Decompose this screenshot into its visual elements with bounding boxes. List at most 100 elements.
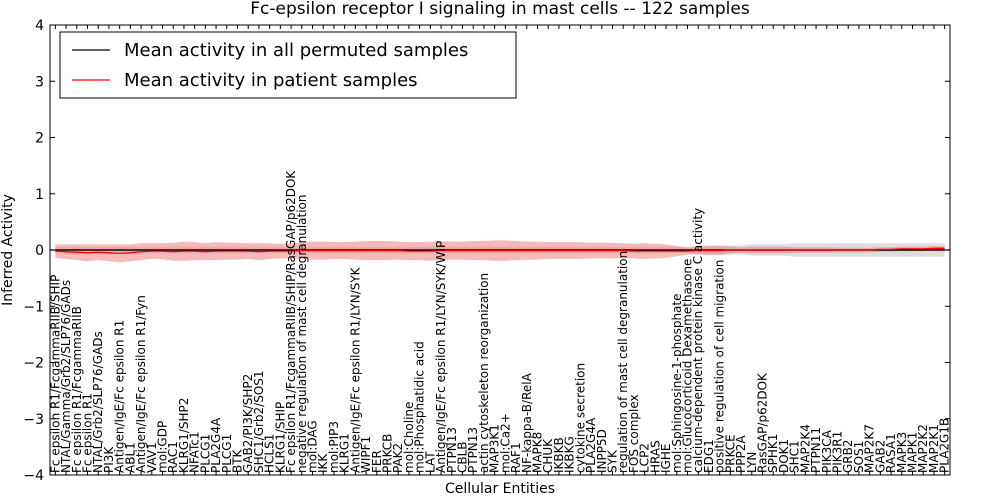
entity-label: Fc epsilon R1/FcgammaRIIB/SHIP xyxy=(48,275,62,473)
entity-label: RAF1 xyxy=(509,442,523,473)
entity-label: MAPK3 xyxy=(895,432,909,473)
entity-label: Fc epsilon R1/FcgammaRIIB xyxy=(70,306,84,473)
entity-label: RAC1 xyxy=(166,441,180,473)
entity-label: mol:PIP3 xyxy=(327,421,341,473)
y-tick-label: −1 xyxy=(23,299,44,315)
entity-label: RasGAP/p62DOK xyxy=(756,372,770,473)
entity-label: LAT xyxy=(423,451,437,473)
entity-label: actin cytoskeleton reorganization xyxy=(477,273,491,473)
entity-label: GAB2 xyxy=(873,440,887,473)
entity-label: IGHE xyxy=(659,444,673,473)
entity-label: mol:Sphingosine-1-phosphate xyxy=(670,294,684,474)
entity-label: GAB2/PI3K/SHP2 xyxy=(241,374,255,473)
entity-label: MAP2K1 xyxy=(927,424,941,473)
entity-label: positive regulation of cell migration xyxy=(713,260,727,473)
entity-label: MAPK8 xyxy=(531,432,545,473)
entity-label: PRKCE xyxy=(723,434,737,473)
entity-label: MAP2K7 xyxy=(863,424,877,473)
legend-label-patient: Mean activity in patient samples xyxy=(124,70,418,91)
y-axis: −4 −3 −2 −1 0 1 2 3 4 xyxy=(23,18,950,484)
x-axis-label: Cellular Entities xyxy=(445,481,555,497)
entity-label: SPHK1 xyxy=(766,434,780,473)
entity-label: KLRG1/SHIP xyxy=(273,402,287,473)
entity-label: Antigen/IgE/Fc epsilon R1/LYN/SYK/WIP xyxy=(434,241,448,473)
entity-label: PAK2 xyxy=(391,443,405,473)
legend: Mean activity in all permuted samples Me… xyxy=(59,31,517,99)
entity-label: PIK3CA xyxy=(820,429,834,473)
entity-label: NTAL/Gamma/Grb2/SLP76/GADs xyxy=(59,280,73,473)
y-tick-label: 4 xyxy=(35,18,44,34)
legend-label-permuted: Mean activity in all permuted samples xyxy=(124,40,468,61)
entity-label: NTAL/Grb2/SLP76/GADs xyxy=(91,331,105,473)
entity-label: mol:GDP xyxy=(156,421,170,473)
entity-label: SYK xyxy=(606,449,620,473)
entity-label: PIK3R1 xyxy=(831,431,845,473)
entity-label: SOS1 xyxy=(852,441,866,473)
entity-label: mol:Phosphatidic acid xyxy=(413,341,427,473)
y-tick-label: 3 xyxy=(35,74,44,90)
entity-label: MAP2K4 xyxy=(798,424,812,473)
entity-label: Antigen/IgE/Fc epsilon R1/LYN/SYK xyxy=(348,266,362,473)
entity-label: PTPN13 xyxy=(445,427,459,473)
entity-label: KLRG1 xyxy=(338,433,352,473)
entity-label: IKBKG xyxy=(563,436,577,473)
entity-label: cytokine secretion xyxy=(573,363,587,473)
entity-label: ABL1 xyxy=(123,442,137,473)
entity-label: Antigen/IgE/Fc epsilon R1/Fyn xyxy=(134,295,148,473)
plot-area xyxy=(50,240,950,263)
entity-label: MAPK1 xyxy=(906,432,920,473)
entity-label: negative regulation of mast cell degranu… xyxy=(295,194,309,473)
entity-label: PLCG1 xyxy=(198,434,212,473)
chart-title: Fc-epsilon receptor I signaling in mast … xyxy=(250,0,750,19)
entity-label: PTPN13 xyxy=(466,427,480,473)
entity-label: NFATc1 xyxy=(188,431,202,473)
y-tick-label: 2 xyxy=(35,131,44,147)
entity-label: PLCG1 xyxy=(220,434,234,473)
entity-label: RASA1 xyxy=(884,433,898,473)
y-tick-label: −4 xyxy=(23,468,44,484)
entity-label: HRAS xyxy=(648,440,662,473)
entity-label: IKBKB xyxy=(552,437,566,473)
legend-box xyxy=(59,31,517,99)
entity-label: FOS complex xyxy=(627,394,641,473)
x-axis: Fc epsilon R1/FcgammaRIIB/SHIPNTAL/Gamma… xyxy=(48,25,952,475)
entity-label: mol:Ca2+ xyxy=(498,413,512,473)
entity-label: LCP2 xyxy=(638,443,652,473)
entity-label: PPP2A xyxy=(734,435,748,473)
y-tick-label: 0 xyxy=(35,243,44,259)
entity-label: PLA2G1B xyxy=(938,418,952,473)
entity-label: WIPF1 xyxy=(359,436,373,473)
entity-label: DOK1 xyxy=(777,439,791,473)
entity-label: PLA2G4A xyxy=(584,417,598,473)
y-tick-label: 1 xyxy=(35,187,44,203)
entity-label: SHC1/Grb2/SOS1 xyxy=(252,370,266,473)
entity-label: CBLB xyxy=(456,441,470,473)
patient-mean-line xyxy=(55,247,945,255)
patient-range-band xyxy=(55,240,945,263)
entity-label: calcium-dependent protein kinase C activ… xyxy=(691,208,705,473)
y-axis-label: Inferred Activity xyxy=(0,194,16,306)
y-tick-label: −3 xyxy=(23,412,44,428)
entity-label: PTPN11 xyxy=(809,427,823,473)
entity-label: PI3K xyxy=(102,446,116,473)
entity-label: MAP2K2 xyxy=(916,424,930,473)
entity-label: LYN xyxy=(745,452,759,473)
entity-label: Fc epsilon R1/FcgammaRIIB/SHIP/RasGAP/p6… xyxy=(284,170,298,473)
entity-label: Antigen/IgE/Fc epsilon R1 xyxy=(113,320,127,473)
entity-label: mol:DAG xyxy=(306,420,320,473)
entity-label: NF-kappa-B/RelA xyxy=(520,372,534,473)
entity-label: BTK xyxy=(231,448,245,473)
entity-label: KLRG1/SHP2 xyxy=(177,398,191,473)
entity-label: MAP3K1 xyxy=(488,424,502,473)
entity-label: regulation of mast cell degranulation xyxy=(616,251,630,473)
entity-label: mol:Glucocorticoid Dexamethasone xyxy=(681,259,695,473)
entity-label: IKK xyxy=(316,453,330,473)
y-tick-label: −2 xyxy=(23,356,44,372)
entity-label: GRB2 xyxy=(841,439,855,473)
entity-label: Fc epsilon R1 xyxy=(81,393,95,473)
entity-label: FER xyxy=(370,450,384,473)
entity-label: INPP5D xyxy=(595,429,609,473)
entity-label: CHUK xyxy=(541,438,555,473)
entity-label: PLA2G4A xyxy=(209,417,223,473)
